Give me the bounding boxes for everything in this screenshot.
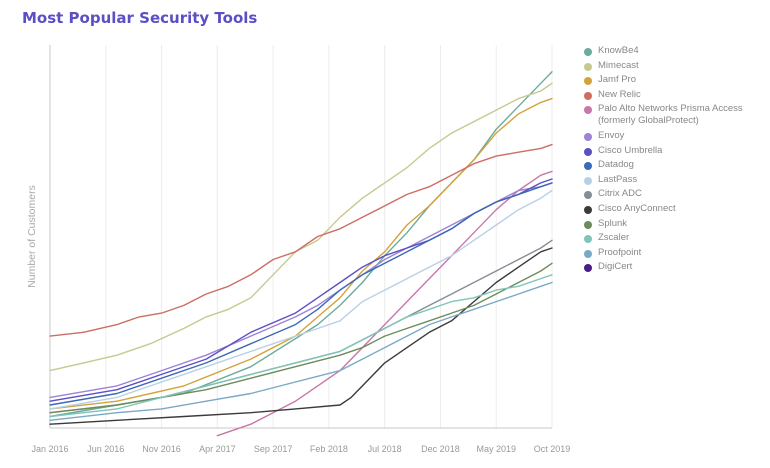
legend-swatch	[584, 176, 592, 185]
legend-swatch	[584, 77, 592, 86]
x-tick-label: Nov 2016	[142, 444, 181, 454]
series-line	[49, 262, 553, 414]
series-line	[216, 170, 553, 437]
legend-swatch	[584, 106, 592, 115]
legend-swatch	[584, 220, 592, 229]
series-line	[49, 182, 553, 406]
legend-item: Palo Alto Networks Prisma Access (former…	[584, 103, 770, 127]
x-tick-label: Jan 2016	[31, 444, 68, 454]
legend-label: Cisco Umbrella	[598, 144, 663, 156]
legend-label: LastPass	[598, 173, 638, 185]
legend-item: Splunk	[584, 218, 770, 230]
legend-item: DigiCert	[584, 261, 770, 273]
chart-legend: KnowBe4 Mimecast Jamf Pro New Relic Palo Alt…	[584, 45, 770, 276]
series-line	[49, 281, 553, 421]
legend-swatch	[584, 132, 592, 141]
x-tick-label: Dec 2018	[421, 444, 460, 454]
x-tick-label: Oct 2019	[534, 444, 571, 454]
legend-label: Proofpoint	[598, 246, 642, 258]
legend-label: KnowBe4	[598, 45, 639, 56]
series-line	[49, 71, 553, 418]
legend-swatch	[584, 235, 592, 244]
legend-swatch	[584, 264, 592, 273]
legend-item: Datadog	[584, 159, 770, 171]
legend-label: Zscaler	[598, 232, 630, 244]
legend-item: Citrix ADC	[584, 188, 770, 200]
x-tick-label: Apr 2017	[199, 444, 236, 454]
x-tick-label: Sep 2017	[254, 444, 293, 454]
x-tick-label: Jul 2018	[368, 444, 402, 454]
legend-label: Datadog	[598, 159, 634, 171]
series-line	[49, 247, 553, 425]
legend-swatch	[584, 191, 592, 200]
legend-item: Mimecast	[584, 60, 770, 72]
legend-item: New Relic	[584, 89, 770, 101]
legend-item: Cisco Umbrella	[584, 145, 770, 157]
legend-item: Proofpoint	[584, 247, 770, 259]
legend-swatch	[584, 205, 592, 214]
legend-label: DigiCert	[598, 261, 633, 273]
legend-swatch	[584, 48, 592, 56]
legend-swatch	[584, 147, 592, 156]
legend-label: Envoy	[598, 129, 625, 141]
x-tick-label: Feb 2018	[310, 444, 348, 454]
series-line	[49, 143, 553, 337]
legend-label: Cisco AnyConnect	[598, 202, 676, 214]
legend-item: KnowBe4	[584, 45, 770, 57]
legend-item: Zscaler	[584, 232, 770, 244]
legend-swatch	[584, 162, 592, 171]
chart-title: Most Popular Security Tools	[22, 9, 258, 27]
series-line	[49, 97, 553, 410]
legend-swatch	[584, 62, 592, 71]
legend-item: Jamf Pro	[584, 74, 770, 86]
legend-label: Palo Alto Networks Prisma Access (former…	[598, 103, 743, 127]
legend-swatch	[584, 249, 592, 258]
legend-swatch	[584, 91, 592, 100]
legend-label: Mimecast	[598, 59, 639, 71]
legend-item: Cisco AnyConnect	[584, 203, 770, 215]
legend-item: Envoy	[584, 130, 770, 142]
series-line	[49, 189, 553, 410]
x-tick-label: Jun 2016	[87, 444, 124, 454]
series-line	[49, 274, 553, 418]
legend-label: Splunk	[598, 217, 628, 229]
legend-label: New Relic	[598, 88, 641, 100]
legend-label: Jamf Pro	[598, 74, 637, 86]
x-tick-label: May 2019	[476, 444, 516, 454]
y-axis-label: Number of Customers	[26, 185, 38, 288]
legend-label: Citrix ADC	[598, 188, 642, 200]
legend-item: LastPass	[584, 174, 770, 186]
series-line	[49, 82, 553, 372]
